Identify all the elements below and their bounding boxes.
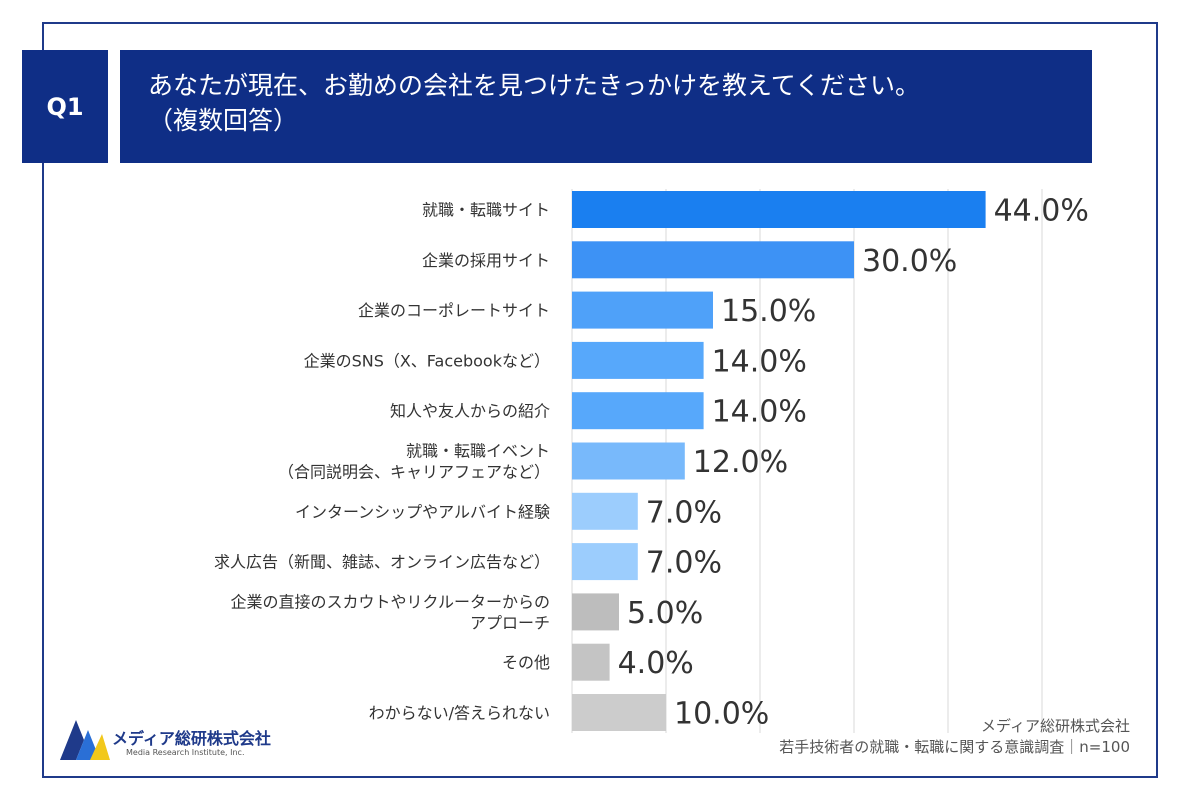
bar — [572, 492, 638, 530]
question-title-line2: （複数回答） — [148, 106, 299, 135]
bar — [572, 643, 610, 681]
value-label: 15.0% — [721, 294, 816, 329]
category-label: 就職・転職イベント — [406, 442, 550, 461]
bar — [572, 392, 704, 430]
category-label: インターンシップやアルバイト経験 — [295, 502, 550, 521]
question-badge: Q1 — [22, 50, 108, 163]
category-label: 就職・転職サイト — [422, 201, 550, 220]
category-label: 企業の採用サイト — [422, 251, 550, 270]
bar — [572, 291, 713, 329]
value-label: 44.0% — [994, 194, 1089, 229]
value-label: 14.0% — [712, 395, 807, 430]
question-number: Q1 — [46, 92, 84, 121]
category-label: 求人広告（新聞、雑誌、オンライン広告など） — [214, 553, 550, 572]
value-label: 30.0% — [862, 244, 957, 279]
question-title-line1: あなたが現在、お勤めの会社を見つけたきっかけを教えてください。 — [148, 71, 921, 100]
value-label: 12.0% — [693, 445, 788, 480]
value-label: 7.0% — [646, 546, 722, 581]
category-label: 企業のSNS（X、Facebookなど） — [304, 351, 550, 370]
value-label: 10.0% — [674, 697, 769, 732]
bar — [572, 694, 666, 731]
logo-mark-icon — [60, 720, 110, 760]
category-label: （合同説明会、キャリアフェアなど） — [278, 463, 550, 482]
category-label: その他 — [502, 653, 550, 672]
value-label: 14.0% — [712, 344, 807, 379]
bar — [572, 442, 685, 480]
category-label: アプローチ — [470, 613, 550, 632]
outer-frame — [42, 22, 1158, 778]
bar — [572, 191, 986, 228]
category-label: わからない/答えられない — [369, 704, 550, 723]
source-survey: 若手技術者の就職・転職に関する意識調査｜n=100 — [779, 738, 1130, 756]
value-label: 7.0% — [646, 495, 722, 530]
value-label: 5.0% — [627, 596, 703, 631]
source-company: メディア総研株式会社 — [981, 717, 1130, 735]
company-logo: メディア総研株式会社 Media Research Institute, Inc… — [60, 716, 320, 766]
bar — [572, 543, 638, 581]
category-label: 知人や友人からの紹介 — [390, 402, 550, 421]
category-label: 企業の直接のスカウトやリクルーターからの — [230, 592, 550, 611]
source-note: メディア総研株式会社 若手技術者の就職・転職に関する意識調査｜n=100 — [779, 716, 1130, 758]
bar — [572, 341, 704, 379]
question-title: あなたが現在、お勤めの会社を見つけたきっかけを教えてください。 （複数回答） — [120, 50, 1092, 163]
logo-subtitle: Media Research Institute, Inc. — [126, 748, 245, 757]
category-label: 企業のコーポレートサイト — [358, 301, 550, 320]
value-label: 4.0% — [618, 646, 694, 681]
bar — [572, 241, 854, 279]
bar — [572, 593, 619, 631]
logo-name: メディア総研株式会社 — [112, 729, 271, 748]
